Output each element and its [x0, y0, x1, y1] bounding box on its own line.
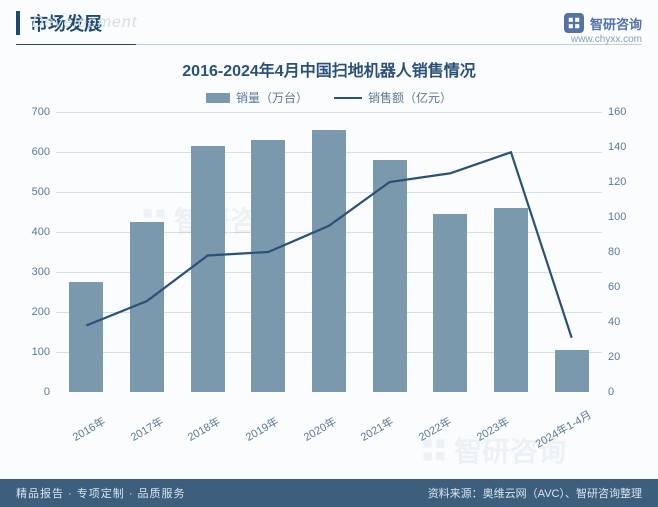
x-label: 2024年1-4月 [533, 406, 595, 451]
bar [433, 214, 467, 392]
x-axis-labels: 2016年2017年2018年2019年2020年2021年2022年2023年… [56, 422, 602, 438]
y-tick-right: 120 [608, 176, 626, 188]
bar [69, 282, 103, 392]
bar [494, 208, 528, 392]
x-label: 2020年 [300, 413, 339, 445]
bar [373, 160, 407, 392]
y-tick-left: 400 [32, 226, 50, 238]
bar [555, 350, 589, 392]
footer: 精品报告 · 专项定制 · 品质服务 资料来源：奥维云网（AVC）、智研咨询整理 [0, 479, 658, 507]
x-label: 2018年 [185, 413, 224, 445]
y-tick-left: 500 [32, 186, 50, 198]
y-tick-right: 100 [608, 211, 626, 223]
chart-legend: 销量（万台） 销售额（亿元） [20, 89, 638, 106]
legend-line-label: 销售额（亿元） [368, 89, 452, 106]
plot-area: 0100200300400500600700 02040608010012014… [24, 112, 634, 422]
x-label: 2021年 [358, 413, 397, 445]
footer-left: 精品报告 · 专项定制 · 品质服务 [16, 485, 186, 501]
bar [312, 130, 346, 392]
y-tick-right: 80 [608, 246, 620, 258]
y-tick-right: 0 [608, 386, 614, 398]
x-label: 2016年 [69, 413, 108, 445]
logo-icon [564, 13, 584, 33]
brand-logo: 智研咨询 [564, 13, 642, 33]
y-tick-left: 600 [32, 146, 50, 158]
site-url: www.chyxx.com [571, 34, 642, 45]
bars-area [56, 112, 602, 392]
header: 市场发展 Development 智研咨询 [0, 0, 658, 44]
y-axis-left: 0100200300400500600700 [24, 112, 54, 392]
bar [191, 146, 225, 392]
y-tick-left: 300 [32, 266, 50, 278]
legend-bar-swatch [206, 93, 230, 103]
y-axis-right: 020406080100120140160 [604, 112, 634, 392]
y-tick-left: 700 [32, 106, 50, 118]
y-tick-right: 140 [608, 141, 626, 153]
bar [130, 222, 164, 392]
y-tick-right: 20 [608, 351, 620, 363]
chart-title: 2016-2024年4月中国扫地机器人销售情况 [20, 57, 638, 81]
x-label: 2019年 [242, 413, 281, 445]
header-marker [16, 11, 20, 35]
y-tick-right: 40 [608, 316, 620, 328]
y-tick-left: 100 [32, 346, 50, 358]
logo-text: 智研咨询 [590, 14, 642, 33]
legend-bar-label: 销量（万台） [236, 89, 308, 106]
section-ghost-title: Development [32, 14, 137, 32]
y-tick-left: 200 [32, 306, 50, 318]
header-divider [16, 44, 642, 45]
x-label: 2022年 [416, 413, 455, 445]
legend-line-swatch [334, 97, 362, 99]
y-tick-left: 0 [44, 386, 50, 398]
bar [251, 140, 285, 392]
legend-bar-item: 销量（万台） [206, 89, 308, 106]
x-label: 2017年 [127, 413, 166, 445]
legend-line-item: 销售额（亿元） [334, 89, 452, 106]
y-tick-right: 160 [608, 106, 626, 118]
chart-container: 2016-2024年4月中国扫地机器人销售情况 销量（万台） 销售额（亿元） 0… [0, 49, 658, 432]
y-tick-right: 60 [608, 281, 620, 293]
footer-right: 资料来源：奥维云网（AVC）、智研咨询整理 [428, 485, 642, 501]
x-label: 2023年 [473, 413, 512, 445]
